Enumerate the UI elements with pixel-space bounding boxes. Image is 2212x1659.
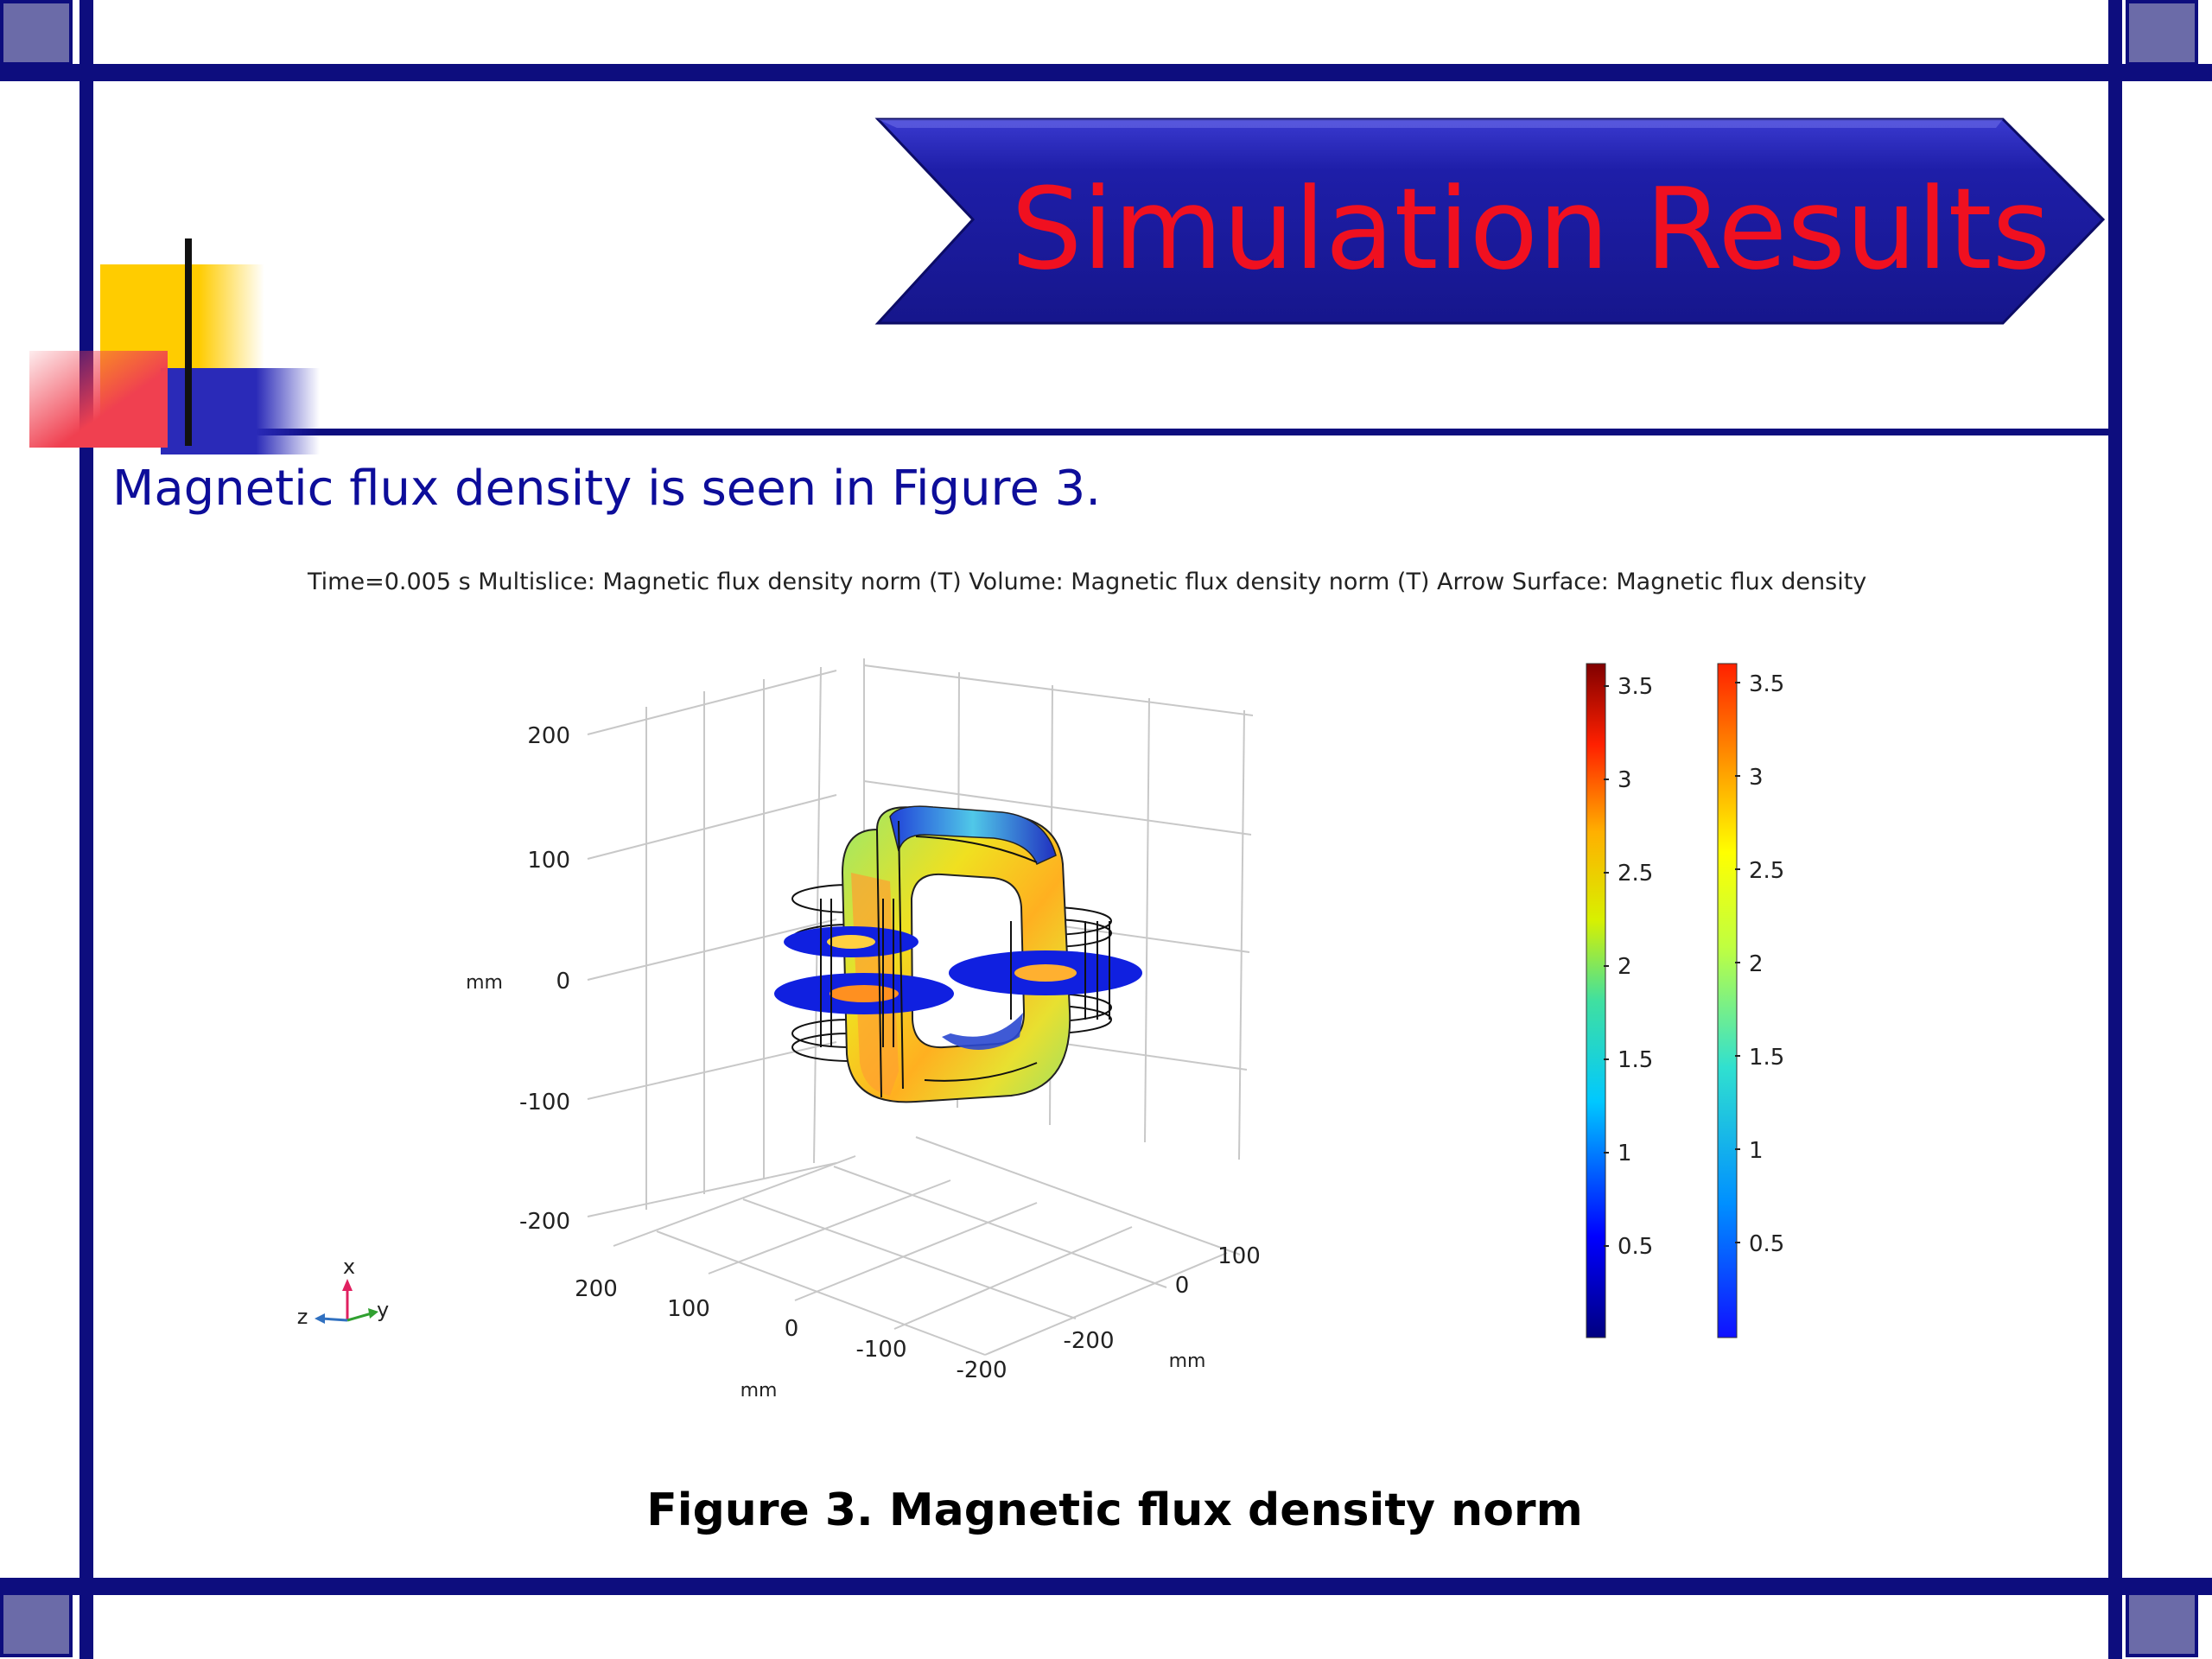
figure-header: Time=0.005 s Multislice: Magnetic flux d…: [308, 569, 1867, 595]
transformer-core-model: [774, 805, 1142, 1103]
vertical-tick-label: 0: [556, 969, 570, 995]
right-floor-tick-label: 100: [1217, 1243, 1261, 1269]
corner-square-bottom-left: [0, 1592, 73, 1657]
frame-title-divider: [86, 429, 2117, 435]
axis-triad: x y z: [297, 1255, 390, 1329]
colorbar-jet: 3.5 3 2.5 2 1.5 1 0.5: [1717, 663, 1784, 1338]
colorbar-rainbow: 3.5 3 2.5 2 1.5 1 0.5: [1586, 663, 1653, 1338]
left-floor-tick-label: -200: [956, 1357, 1007, 1383]
frame-top-bar: [0, 64, 2212, 81]
left-floor-tick-label: -100: [855, 1337, 906, 1363]
vertical-tick-label: 200: [527, 723, 570, 749]
colorbar-1-tick-label: 3.5: [1618, 674, 1653, 700]
left-floor-tick-label: 100: [667, 1296, 710, 1322]
left-floor-tick-label: 200: [575, 1276, 618, 1302]
right-floor-axis-unit: mm: [1169, 1351, 1206, 1372]
colorbar-2-tick-label: 1.5: [1749, 1045, 1784, 1071]
right-floor-axis-labels: 100 0 -200 mm: [1063, 1243, 1260, 1372]
colorbar-1-tick-label: 1: [1618, 1141, 1632, 1166]
corner-square-bottom-right: [2126, 1592, 2198, 1657]
colorbar-1-tick-label: 2: [1618, 954, 1632, 980]
colorbar-1-tick-label: 0.5: [1618, 1234, 1653, 1260]
slide-title: Simulation Results: [1011, 163, 2051, 295]
frame-right-bar: [2108, 0, 2122, 1659]
decorative-squares-logo: [29, 238, 320, 454]
left-floor-axis-labels: 200 100 0 -100 -200 mm: [575, 1276, 1007, 1402]
triad-x-label: x: [343, 1255, 355, 1279]
colorbar-2-tick-label: 2.5: [1749, 858, 1784, 884]
body-text: Magnetic flux density is seen in Figure …: [112, 461, 1102, 517]
grid-floor: [613, 1136, 1241, 1356]
colorbar-1-tick-label: 2.5: [1618, 861, 1653, 887]
colorbar-2-tick-label: 1: [1749, 1138, 1764, 1164]
colorbar-1-tick-label: 3: [1618, 767, 1632, 793]
left-floor-axis-unit: mm: [741, 1380, 778, 1402]
colorbar-2-tick-label: 0.5: [1749, 1231, 1784, 1257]
title-banner: [874, 118, 2106, 325]
right-floor-tick-label: 0: [1175, 1273, 1190, 1299]
colorbar-2-tick-label: 2: [1749, 951, 1764, 977]
frame-bottom-bar: [0, 1578, 2212, 1595]
corner-square-top-right: [2126, 0, 2198, 66]
colorbar-1-tick-label: 1.5: [1618, 1047, 1653, 1073]
vertical-tick-label: -100: [519, 1090, 570, 1116]
colorbar-2-tick-label: 3: [1749, 765, 1764, 791]
figure-caption: Figure 3. Magnetic flux density norm: [646, 1484, 1583, 1536]
colorbar-2-tick-label: 3.5: [1749, 671, 1784, 697]
corner-square-top-left: [0, 0, 73, 66]
vertical-axis-unit: mm: [466, 972, 503, 994]
vertical-tick-label: 100: [527, 848, 570, 874]
triad-z-label: z: [297, 1305, 308, 1329]
left-floor-tick-label: 0: [785, 1316, 799, 1342]
triad-y-label: y: [377, 1298, 389, 1322]
vertical-axis-labels: 200 100 0 -100 -200 mm: [466, 723, 570, 1235]
vertical-tick-label: -200: [519, 1209, 570, 1235]
right-floor-tick-label: -200: [1063, 1328, 1114, 1354]
